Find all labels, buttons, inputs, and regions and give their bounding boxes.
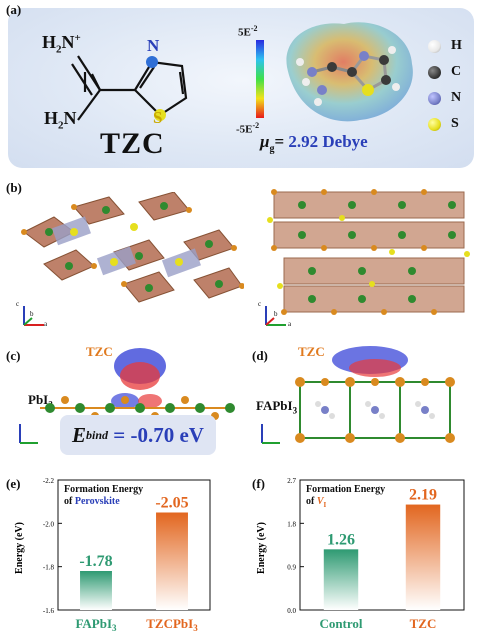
formation-energy-perovskite-chart: -1.6 -1.8 -2.0 -2.2 -1.78 FAPbI3 -2.05 TZCPbI3…	[14, 477, 211, 633]
data-label: 1.26	[327, 531, 355, 548]
ring-nitrogen-label: N	[147, 36, 160, 55]
formation-energy-vi-chart: 0.0 0.9 1.8 2.7 1.26 Control 2.19 TZC Energy (…	[256, 477, 465, 631]
category-label: FAPbI3	[75, 616, 117, 633]
y-axis-label: Energy (eV)	[14, 522, 25, 574]
legend-swatch	[428, 65, 441, 79]
bar	[323, 549, 359, 610]
panel-d-substrate-label: FAPbI3	[256, 398, 298, 416]
axes-indicator-right	[265, 306, 286, 326]
panel-a-label: (a)	[6, 2, 22, 17]
category-label: TZCPbI3	[146, 616, 198, 633]
axis-b-left: b	[30, 310, 34, 318]
plot-frame	[299, 479, 465, 611]
chart-f-title: Formation Energy of VI	[306, 484, 386, 509]
data-label: -2.05	[155, 495, 188, 512]
y-tick-label: 0.9	[287, 564, 296, 572]
tzc-structure-formula	[71, 55, 188, 121]
panel-f-label: (f)	[252, 476, 265, 491]
axes-indicator-d	[261, 424, 280, 444]
axes-indicator-left	[23, 306, 44, 326]
crystal-structure-left	[21, 192, 244, 303]
panel-d-label: (d)	[252, 348, 268, 363]
y-axis-label: Energy (eV)	[256, 522, 267, 574]
panel-d-tzc-label: TZC	[298, 344, 325, 359]
y-tick-label: -1.6	[43, 607, 55, 615]
axis-a-right: a	[288, 320, 292, 328]
axis-b-right: b	[274, 310, 278, 318]
scale-max-label: 5E-2	[238, 24, 258, 39]
ring-sulfur-label: S	[153, 108, 163, 127]
axes-indicator-c	[19, 424, 38, 444]
y-tick-label: -2.0	[43, 520, 55, 528]
axis-c-right: c	[258, 300, 262, 308]
amine-bottom-label: H2N	[44, 108, 77, 132]
y-tick-label: 0.0	[287, 607, 296, 615]
legend-item-s: S	[428, 114, 462, 134]
legend-swatch	[428, 91, 441, 105]
legend-swatch	[428, 117, 441, 131]
legend-item-n: N	[428, 88, 462, 108]
category-label: Control	[319, 616, 362, 631]
panel-b-label: (b)	[6, 180, 22, 195]
crystal-structure-right	[267, 189, 470, 315]
y-tick-label: -1.8	[43, 564, 55, 572]
data-label: -1.78	[79, 553, 112, 570]
panel-e-label: (e)	[6, 476, 21, 491]
bar	[80, 571, 112, 610]
panel-d-charge-density	[295, 346, 455, 443]
esp-color-scale	[256, 40, 264, 118]
y-tick-label: -2.2	[43, 477, 55, 485]
panel-c-label: (c)	[6, 348, 21, 363]
axis-a-left: a	[44, 320, 48, 328]
atom-legend: H C N S	[428, 36, 462, 134]
bar	[156, 512, 188, 610]
chart-e-title: Formation Energy of Perovskite	[64, 484, 144, 507]
y-tick-label: 1.8	[287, 520, 296, 528]
bar	[405, 504, 441, 610]
amine-top-label: H2N+	[42, 32, 81, 56]
legend-item-h: H	[428, 36, 462, 56]
scale-min-label: -5E-2	[236, 121, 260, 136]
legend-item-c: C	[428, 62, 462, 82]
legend-swatch	[428, 39, 441, 53]
data-label: 2.19	[409, 487, 437, 504]
esp-surface-map	[286, 22, 413, 122]
category-label: TZC	[410, 616, 437, 631]
axis-c-left: c	[16, 300, 20, 308]
panel-c-tzc-label: TZC	[86, 344, 113, 359]
panel-c-charge-density	[40, 348, 235, 420]
plot-frame	[57, 479, 211, 611]
molecule-name: TZC	[100, 127, 165, 160]
dipole-moment: μg= 2.92 Debye	[260, 132, 368, 155]
y-tick-label: 2.7	[287, 477, 296, 485]
